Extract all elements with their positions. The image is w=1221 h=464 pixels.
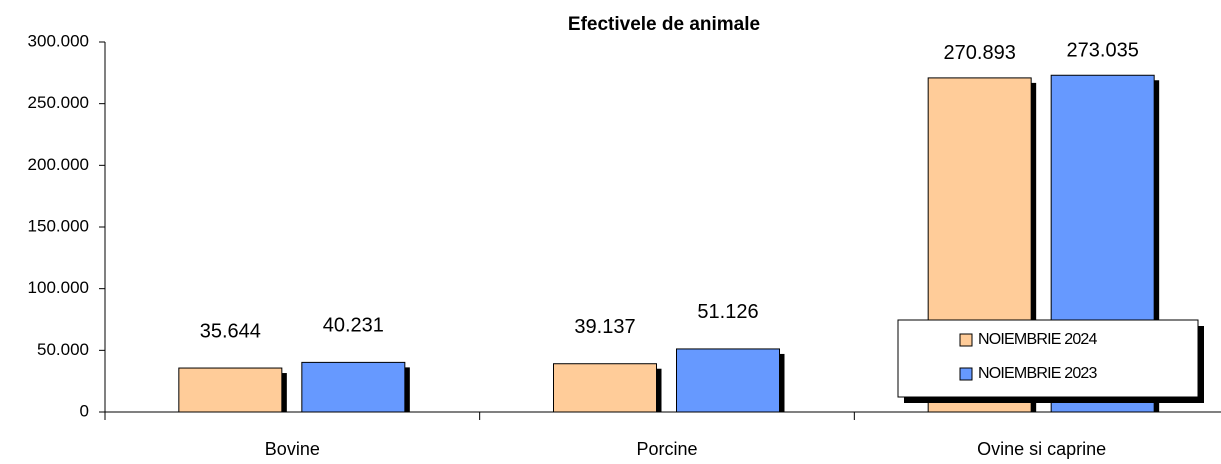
value-label: 35.644 [200, 320, 261, 342]
value-label: 39.137 [574, 316, 635, 338]
y-tick-label: 50.000 [37, 340, 89, 359]
legend-label: NOIEMBRIE 2024 [978, 331, 1098, 348]
y-tick-label: 250.000 [28, 93, 89, 112]
value-label: 270.893 [944, 42, 1016, 64]
y-tick-label: 100.000 [28, 278, 89, 297]
value-label: 51.126 [697, 301, 758, 323]
legend-swatch [959, 333, 973, 347]
bar [178, 367, 283, 413]
x-tick-label: Ovine si caprine [977, 439, 1106, 459]
legend-swatch [959, 367, 973, 381]
value-label: 40.231 [323, 315, 384, 337]
value-label: 273.035 [1067, 40, 1139, 62]
legend-label: NOIEMBRIE 2023 [978, 365, 1098, 382]
chart-title: Efectivele de animale [568, 14, 760, 35]
legend [897, 319, 1199, 398]
y-tick-label: 300.000 [28, 31, 89, 50]
bar [301, 361, 406, 413]
bar [553, 363, 657, 413]
y-tick-label: 150.000 [28, 216, 89, 235]
y-tick-label: 0 [80, 401, 89, 420]
bar [676, 348, 780, 413]
x-tick-label: Bovine [265, 439, 320, 459]
x-tick-label: Porcine [636, 439, 697, 459]
y-tick-label: 200.000 [28, 155, 89, 174]
